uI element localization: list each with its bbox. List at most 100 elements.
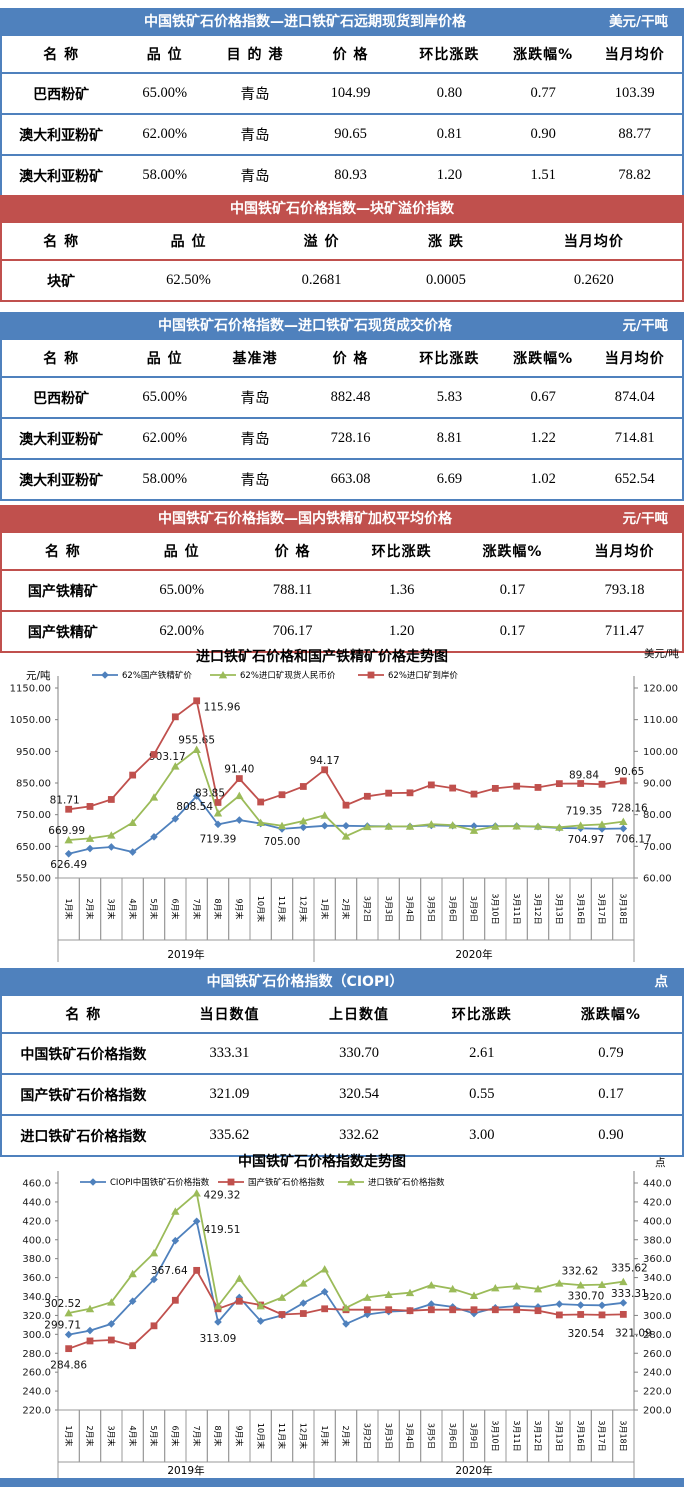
table-ciopi-index: 中国铁矿石价格指数（CIOPI） 点名 称 当日数值 上日数值 环比涨跌 涨跌幅% 中国铁矿… [0, 968, 684, 1157]
header-cell: 品 位 [146, 47, 183, 63]
data-point [555, 1279, 564, 1287]
table-row: 国产铁精矿 62.00% 706.17 1.20 0.17 711.47 [1, 610, 683, 652]
data-cell: 663.08 [301, 458, 400, 500]
row-name-cell: 块矿 [1, 259, 121, 301]
data-cell: 793.18 [567, 569, 683, 611]
x-axis-label: 3月5日 [427, 896, 436, 922]
data-cell: 0.55 [423, 1073, 540, 1115]
data-cell: 332.62 [294, 1114, 424, 1156]
data-point [129, 771, 137, 779]
data-label: 367.64 [151, 1265, 188, 1277]
data-point [257, 798, 265, 806]
table-title-text: 中国铁矿石价格指数—进口铁矿石现货成交价格 [158, 318, 452, 334]
data-point [86, 844, 94, 853]
data-cell: 714.81 [587, 417, 683, 459]
data-label: 81.71 [50, 794, 80, 806]
x-axis-label: 1月末 [64, 898, 74, 919]
data-point [171, 1296, 179, 1304]
x-axis-label: 10月末 [256, 896, 266, 922]
data-cell: 0.77 [498, 72, 588, 114]
data-point [427, 781, 435, 789]
header-row: 名 称 品 位 基准港 价 格 环比涨跌 涨跌幅% 当月均价 [1, 340, 683, 377]
data-point [107, 1320, 116, 1328]
data-point [218, 671, 228, 679]
x-axis-label: 3月6日 [448, 1423, 457, 1449]
x-axis-label: 3月3日 [384, 1423, 393, 1449]
header-cell: 涨跌幅% [513, 47, 574, 63]
data-cell: 330.70 [294, 1032, 424, 1074]
header-cell: 名 称 [43, 351, 80, 367]
x-axis-label: 11月末 [277, 1423, 287, 1449]
left-axis-tick: 550.00 [16, 874, 51, 885]
row-name-cell: 巴西粉矿 [1, 72, 121, 114]
table-title-text: 中国铁矿石价格指数（CIOPI） [206, 974, 404, 990]
header-cell: 涨跌幅% [513, 351, 574, 367]
left-axis-unit: 元/吨 [26, 669, 51, 682]
data-point [171, 1207, 180, 1215]
right-axis-tick: 400.0 [643, 1216, 672, 1227]
right-axis-tick: 320.0 [643, 1292, 672, 1303]
data-point [448, 1284, 457, 1293]
header-cell: 品 位 [146, 351, 183, 367]
data-point [299, 823, 308, 832]
x-axis-label: 3月16日 [576, 1420, 585, 1451]
x-axis-label: 3月2日 [363, 896, 372, 922]
data-point [235, 1274, 244, 1282]
table-row: 巴西粉矿 65.00% 青岛 104.99 0.80 0.77 103.39 [1, 72, 683, 114]
header-cell: 当日数值 [199, 1007, 260, 1023]
data-point [86, 803, 94, 810]
header-cell: 品 位 [163, 544, 200, 560]
left-axis-tick: 460.0 [22, 1179, 51, 1190]
right-axis-tick: 280.0 [643, 1330, 672, 1341]
data-point [299, 783, 307, 790]
data-point [101, 671, 109, 679]
data-point [150, 833, 158, 841]
data-point [576, 1281, 585, 1289]
data-point [619, 1310, 627, 1318]
right-axis-tick: 60.00 [643, 874, 672, 885]
data-cell: 3.00 [423, 1114, 540, 1156]
data-point [385, 1306, 393, 1314]
data-point [64, 849, 73, 858]
right-axis-unit: 美元/吨 [644, 647, 680, 660]
table-title: 中国铁矿石价格指数—块矿溢价指数 [0, 195, 684, 223]
data-label: 808.54 [176, 801, 213, 813]
x-axis-label: 8月末 [213, 898, 223, 919]
data-label: 705.00 [264, 836, 301, 848]
left-axis-tick: 850.00 [16, 779, 51, 790]
x-axis-label: 3月末 [107, 1425, 117, 1446]
data-point [299, 1299, 308, 1307]
data-point [278, 791, 286, 799]
right-axis-tick: 340.0 [643, 1273, 672, 1284]
data-cell: 90.65 [301, 113, 400, 155]
header-row: 名 称 品 位 价 格 环比涨跌 涨跌幅% 当月均价 [1, 533, 683, 570]
data-cell: 65.00% [120, 376, 209, 418]
data-table: 名 称 品 位 价 格 环比涨跌 涨跌幅% 当月均价 国产铁精矿 65.00% 788.11 1.… [0, 533, 684, 653]
data-cell: 0.17 [457, 610, 568, 652]
data-label: 626.49 [50, 859, 87, 871]
data-cell: 1.20 [345, 610, 458, 652]
data-label: 91.40 [224, 764, 254, 776]
right-axis-tick: 260.0 [643, 1349, 672, 1360]
x-axis-label: 3月13日 [555, 893, 564, 924]
data-cell: 88.77 [587, 113, 683, 155]
data-cell: 58.00% [120, 458, 209, 500]
data-point [363, 822, 372, 831]
year-label: 2020年 [455, 948, 492, 961]
data-point [619, 817, 628, 825]
data-point [235, 816, 244, 824]
data-cell: 1.20 [399, 154, 499, 196]
left-axis-tick: 1050.00 [10, 715, 51, 726]
data-label: 313.09 [200, 1333, 237, 1345]
data-point [192, 745, 201, 753]
data-point [89, 1178, 97, 1186]
row-name-cell: 澳大利亚粉矿 [1, 417, 121, 459]
data-point [256, 818, 265, 826]
data-point [598, 1311, 606, 1319]
x-axis-label: 3月13日 [555, 1420, 564, 1451]
data-label: 83.85 [195, 787, 225, 799]
header-cell: 价 格 [332, 47, 369, 63]
data-cell: 0.2681 [256, 259, 387, 301]
table-title: 中国铁矿石价格指数—进口铁矿石远期现货到岸价格 美元/干吨 [0, 8, 684, 36]
x-axis-label: 1月末 [320, 1425, 330, 1446]
